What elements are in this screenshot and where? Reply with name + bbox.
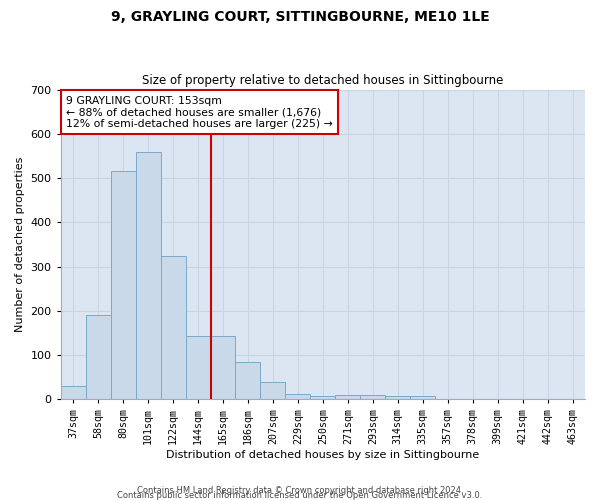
Bar (161, 256, 185, 400)
Bar (385, 396, 410, 400)
Bar (310, 396, 335, 400)
Bar (110, 172, 136, 400)
Title: Size of property relative to detached houses in Sittingbourne: Size of property relative to detached ho… (142, 74, 503, 87)
Bar (61, 386, 86, 400)
Y-axis label: Number of detached properties: Number of detached properties (15, 157, 25, 332)
Bar (361, 395, 385, 400)
Bar (211, 336, 235, 400)
Bar (410, 396, 435, 400)
X-axis label: Distribution of detached houses by size in Sittingbourne: Distribution of detached houses by size … (166, 450, 479, 460)
Text: 9, GRAYLING COURT, SITTINGBOURNE, ME10 1LE: 9, GRAYLING COURT, SITTINGBOURNE, ME10 1… (110, 10, 490, 24)
Bar (335, 395, 361, 400)
Bar (86, 316, 110, 400)
Text: Contains public sector information licensed under the Open Government Licence v3: Contains public sector information licen… (118, 491, 482, 500)
Bar (136, 152, 161, 400)
Bar (286, 394, 310, 400)
Text: 9 GRAYLING COURT: 153sqm
← 88% of detached houses are smaller (1,676)
12% of sem: 9 GRAYLING COURT: 153sqm ← 88% of detach… (66, 96, 333, 129)
Bar (185, 336, 211, 400)
Text: Contains HM Land Registry data © Crown copyright and database right 2024.: Contains HM Land Registry data © Crown c… (137, 486, 463, 495)
Bar (235, 362, 260, 400)
Bar (260, 382, 286, 400)
